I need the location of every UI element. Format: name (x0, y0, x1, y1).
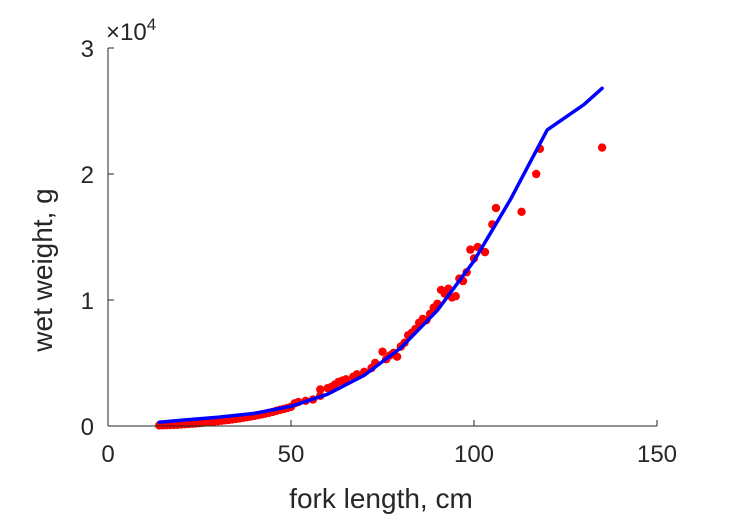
y-axis-label: wet weight, g (27, 188, 58, 352)
data-point (316, 385, 325, 394)
data-point (491, 203, 501, 213)
fitted-curve-line (157, 86, 604, 424)
y-ticks: 0 1 2 3 (81, 36, 114, 441)
y-tick-label: 0 (81, 414, 94, 441)
data-point (480, 247, 490, 257)
plot-area (155, 86, 607, 430)
y-tick-label: 2 (81, 162, 94, 189)
x-tick-label: 50 (278, 441, 305, 468)
data-point (341, 375, 351, 384)
data-point (532, 169, 541, 179)
data-point (597, 143, 607, 152)
y-exponent-label: ×104 (106, 15, 156, 46)
data-point (451, 292, 460, 301)
axes (107, 48, 657, 427)
x-tick-label: 100 (454, 441, 494, 468)
x-tick-label: 150 (637, 441, 677, 468)
y-tick-label: 1 (81, 288, 94, 315)
data-point (517, 207, 526, 216)
x-axis-label: fork length, cm (289, 483, 473, 514)
data-point (378, 347, 387, 356)
y-tick-label: 3 (81, 36, 94, 63)
data-point (466, 245, 475, 254)
data-point (392, 352, 402, 361)
x-ticks: 0 50 100 150 (101, 420, 677, 468)
x-tick-label: 0 (101, 441, 114, 468)
